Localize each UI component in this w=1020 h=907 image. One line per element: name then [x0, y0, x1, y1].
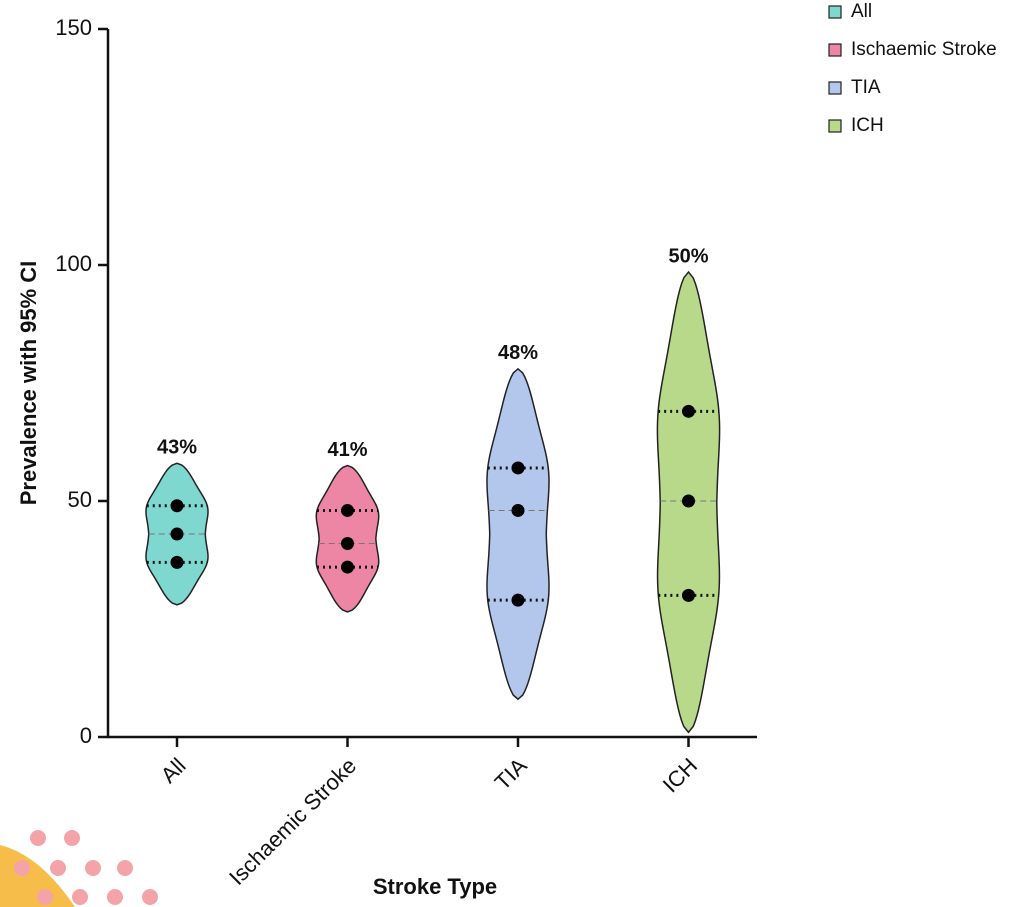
- violin: [487, 369, 549, 699]
- legend-label: ICH: [851, 115, 884, 136]
- value-label: 48%: [498, 342, 538, 364]
- x-tick-label: ICH: [658, 753, 702, 797]
- y-tick-label: 150: [55, 15, 92, 40]
- y-tick-label: 50: [68, 487, 92, 512]
- x-axis-title: Stroke Type: [373, 874, 497, 899]
- point: [512, 461, 525, 474]
- point: [341, 504, 354, 517]
- legend-swatch: [829, 6, 841, 18]
- y-tick-label: 0: [80, 723, 92, 748]
- y-axis-title: Prevalence with 95% CI: [16, 261, 41, 506]
- legend-label: TIA: [851, 77, 881, 98]
- point: [512, 594, 525, 607]
- point: [682, 589, 695, 602]
- decoration: [0, 830, 158, 907]
- point: [341, 537, 354, 550]
- x-tick-label: TIA: [490, 753, 532, 795]
- legend-swatch: [829, 120, 841, 132]
- y-tick-label: 100: [55, 251, 92, 276]
- x-tick-label: All: [156, 753, 191, 788]
- chart: Prevalence with 95% CI Stroke Type 0 50 10…: [0, 0, 1020, 907]
- point: [171, 528, 184, 541]
- value-label: 50%: [668, 245, 708, 267]
- point: [341, 561, 354, 574]
- legend-swatch: [829, 82, 841, 94]
- point: [171, 499, 184, 512]
- legend-label: All: [851, 1, 872, 22]
- value-label: 43%: [157, 437, 197, 459]
- x-tick-label: Ischaemic Stroke: [224, 753, 361, 890]
- point: [171, 556, 184, 569]
- legend-swatch: [829, 44, 841, 56]
- legend-label: Ischaemic Stroke: [851, 39, 997, 60]
- point: [512, 504, 525, 517]
- value-label: 41%: [327, 439, 367, 461]
- point: [682, 495, 695, 508]
- point: [682, 405, 695, 418]
